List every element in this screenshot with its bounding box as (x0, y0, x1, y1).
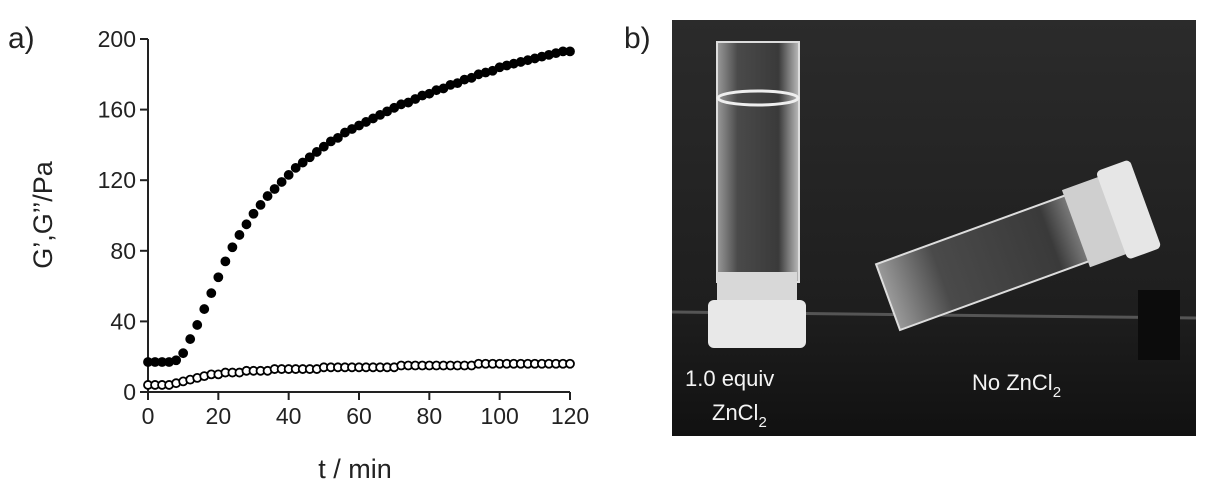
data-point (276, 177, 287, 187)
data-point (565, 358, 575, 369)
x-tick-label: 20 (206, 403, 232, 429)
photo: 1.0 equiv ZnCl2 No ZnCl2 (671, 20, 1197, 436)
data-point (283, 170, 294, 180)
photo-label: ZnCl2 (712, 400, 767, 431)
upright-vial (716, 41, 800, 283)
data-point (255, 200, 266, 210)
tilted-vial (874, 160, 1161, 332)
photo-label: 1.0 equiv (685, 366, 774, 391)
data-point (171, 355, 182, 366)
photo-label: No ZnCl2 (972, 370, 1061, 401)
y-tick-label: 80 (110, 238, 136, 264)
data-point (199, 304, 210, 314)
vial-cap (708, 300, 806, 348)
vial-cap (1097, 160, 1161, 259)
x-tick-label: 80 (417, 403, 443, 429)
y-tick-label: 160 (98, 97, 136, 123)
vial-cap (717, 272, 797, 302)
y-axis-label: G’,G’’/Pa (28, 160, 58, 269)
vial-neck (1061, 176, 1128, 268)
data-point (311, 147, 322, 157)
x-tick-label: 120 (551, 403, 589, 429)
data-point (213, 272, 224, 283)
y-tick-label: 40 (110, 308, 136, 334)
x-axis-label: t / min (318, 454, 392, 484)
photo-label-subscript: 2 (1053, 384, 1061, 401)
data-point (192, 320, 203, 330)
photo-label-subscript: 2 (758, 414, 766, 431)
data-point (220, 256, 231, 267)
y-tick-label: 0 (123, 379, 136, 405)
data-point (227, 242, 238, 253)
data-point (178, 348, 189, 359)
x-tick-label: 40 (276, 403, 302, 429)
data-point (297, 157, 308, 168)
data-point (234, 230, 245, 240)
x-tick-label: 0 (142, 403, 155, 429)
photo-label-text: No ZnCl (972, 370, 1053, 395)
data-point (318, 141, 329, 152)
data-point (262, 191, 273, 201)
meniscus (716, 89, 800, 107)
data-point (332, 132, 343, 143)
panel-label: b) (624, 22, 651, 55)
data-point (304, 152, 315, 163)
photo-label-text: ZnCl (712, 400, 758, 425)
stand (1138, 290, 1180, 360)
data-point (185, 334, 196, 344)
data-point (565, 46, 575, 57)
data-point (241, 219, 252, 230)
data-point (269, 184, 280, 194)
x-tick-label: 100 (480, 403, 518, 429)
x-tick-label: 60 (346, 403, 372, 429)
y-tick-label: 120 (98, 167, 136, 193)
panel-label: a) (8, 22, 35, 55)
data-point (248, 208, 259, 219)
data-point (206, 288, 217, 299)
y-tick-label: 200 (98, 26, 136, 52)
data-point (290, 162, 301, 173)
